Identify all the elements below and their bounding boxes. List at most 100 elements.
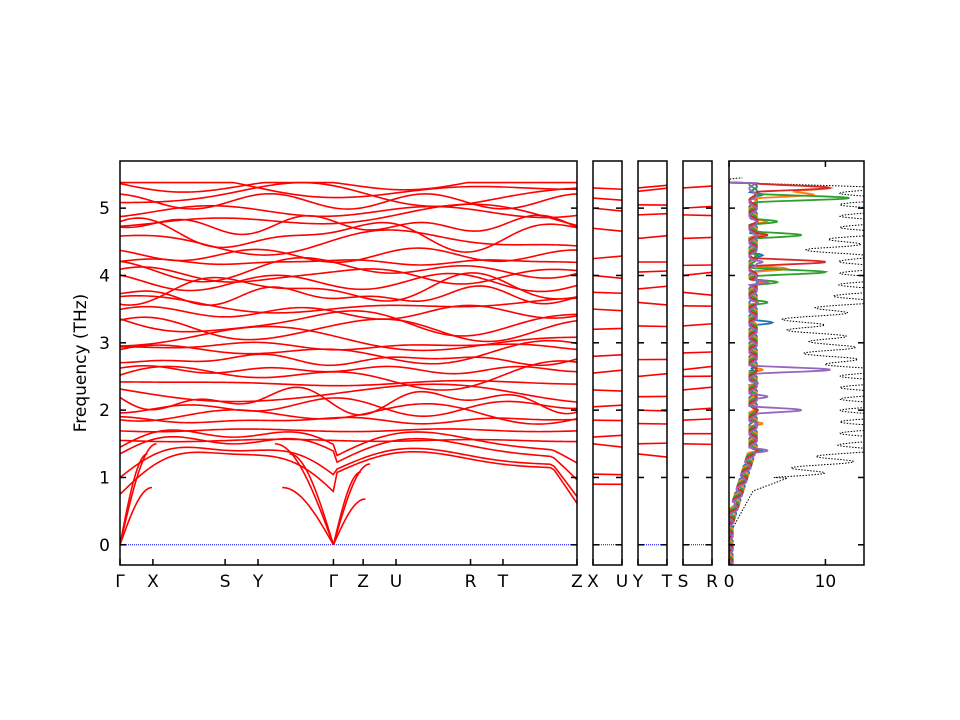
x-tick-label: S bbox=[220, 572, 231, 592]
band-segment bbox=[638, 301, 667, 306]
y-tick-label: 4 bbox=[99, 266, 110, 286]
band-segment bbox=[683, 386, 712, 391]
optical-band bbox=[120, 397, 577, 417]
band-segment bbox=[638, 372, 667, 378]
y-axis-label: Frequency (THz) bbox=[71, 294, 91, 433]
optical-band bbox=[120, 181, 577, 199]
band-segment bbox=[638, 187, 667, 193]
optical-band bbox=[120, 353, 577, 367]
dos-x-tick-label: 0 bbox=[724, 572, 735, 592]
optical-band bbox=[120, 316, 577, 343]
optical-band bbox=[120, 428, 577, 433]
band-segment bbox=[638, 453, 667, 458]
band-lines bbox=[683, 185, 712, 546]
total-dos-curve bbox=[729, 177, 864, 565]
x-tick-label: X bbox=[147, 572, 159, 592]
band-segment bbox=[638, 184, 667, 189]
band-segment bbox=[638, 442, 667, 445]
panel-frame bbox=[637, 160, 668, 566]
optical-band bbox=[120, 402, 577, 425]
x-tick-label: T bbox=[497, 572, 509, 592]
acoustic-band bbox=[120, 486, 153, 546]
band-segment bbox=[683, 351, 712, 354]
x-tick-label: Y bbox=[252, 572, 264, 592]
band-segment bbox=[593, 291, 622, 295]
optical-band bbox=[120, 229, 577, 256]
optical-band bbox=[120, 379, 577, 387]
optical-band bbox=[120, 204, 577, 219]
band-lines bbox=[593, 187, 622, 546]
band-segment bbox=[593, 473, 622, 476]
optical-band bbox=[120, 192, 577, 210]
y-tick-label: 5 bbox=[99, 199, 110, 219]
x-tick-label: X bbox=[587, 572, 599, 592]
band-lines bbox=[638, 184, 667, 546]
optical-band bbox=[120, 285, 577, 306]
optical-band bbox=[120, 339, 577, 365]
y-tick-label: 3 bbox=[99, 334, 110, 354]
acoustic-band bbox=[274, 443, 335, 546]
band-segment bbox=[638, 285, 667, 290]
optical-band bbox=[120, 272, 577, 293]
x-tick-label: Z bbox=[571, 572, 583, 592]
optical-band bbox=[120, 294, 577, 314]
band-segment bbox=[593, 197, 622, 201]
x-tick-label: R bbox=[706, 572, 718, 592]
band-segment bbox=[593, 404, 622, 408]
optical-band bbox=[120, 214, 577, 236]
optical-band bbox=[120, 429, 577, 464]
band-segment bbox=[683, 418, 712, 422]
optical-band bbox=[120, 360, 577, 391]
band-segment bbox=[593, 434, 622, 438]
panel-frame bbox=[119, 160, 578, 566]
band-lines bbox=[120, 181, 577, 546]
optical-band bbox=[120, 266, 577, 285]
dos-curves bbox=[729, 177, 864, 565]
x-tick-label: Γ bbox=[115, 572, 125, 592]
panel-frame bbox=[592, 160, 623, 566]
optical-band bbox=[120, 438, 577, 443]
band-segment bbox=[593, 354, 622, 358]
optical-band bbox=[120, 247, 577, 264]
x-tick-label: S bbox=[678, 572, 689, 592]
optical-band bbox=[120, 272, 577, 306]
optical-band bbox=[120, 325, 577, 352]
y-tick-label: 2 bbox=[99, 401, 110, 421]
x-tick-label: R bbox=[465, 572, 477, 592]
optical-band bbox=[120, 181, 577, 208]
optical-band bbox=[120, 217, 577, 253]
projected-dos-curve bbox=[729, 180, 831, 565]
band-segment bbox=[683, 214, 712, 217]
projected-dos-curve bbox=[729, 180, 850, 565]
band-segment bbox=[593, 327, 622, 331]
band-segment bbox=[683, 291, 712, 296]
band-segment bbox=[638, 234, 667, 240]
band-segment bbox=[638, 212, 667, 216]
x-tick-label: U bbox=[616, 572, 628, 592]
band-segment bbox=[593, 389, 622, 392]
band-segment bbox=[593, 255, 622, 260]
band-segment bbox=[683, 443, 712, 446]
optical-band bbox=[120, 450, 577, 504]
optical-band bbox=[120, 364, 577, 375]
acoustic-band bbox=[120, 443, 157, 545]
x-tick-label: T bbox=[661, 572, 673, 592]
band-segment bbox=[683, 185, 712, 189]
band-segment bbox=[593, 187, 622, 191]
band-segment bbox=[593, 443, 622, 448]
band-segment bbox=[683, 365, 712, 371]
dos-frame bbox=[728, 160, 865, 566]
band-segment bbox=[638, 325, 667, 328]
dos-panel: 0 10 bbox=[724, 160, 865, 592]
optical-band bbox=[120, 341, 577, 351]
y-tick-label: 1 bbox=[99, 468, 110, 488]
x-tick-label: Z bbox=[357, 572, 369, 592]
panel-frame bbox=[682, 160, 713, 566]
optical-band bbox=[120, 256, 577, 283]
optical-band bbox=[120, 258, 577, 266]
acoustic-band bbox=[332, 498, 366, 546]
acoustic-band bbox=[289, 453, 335, 546]
